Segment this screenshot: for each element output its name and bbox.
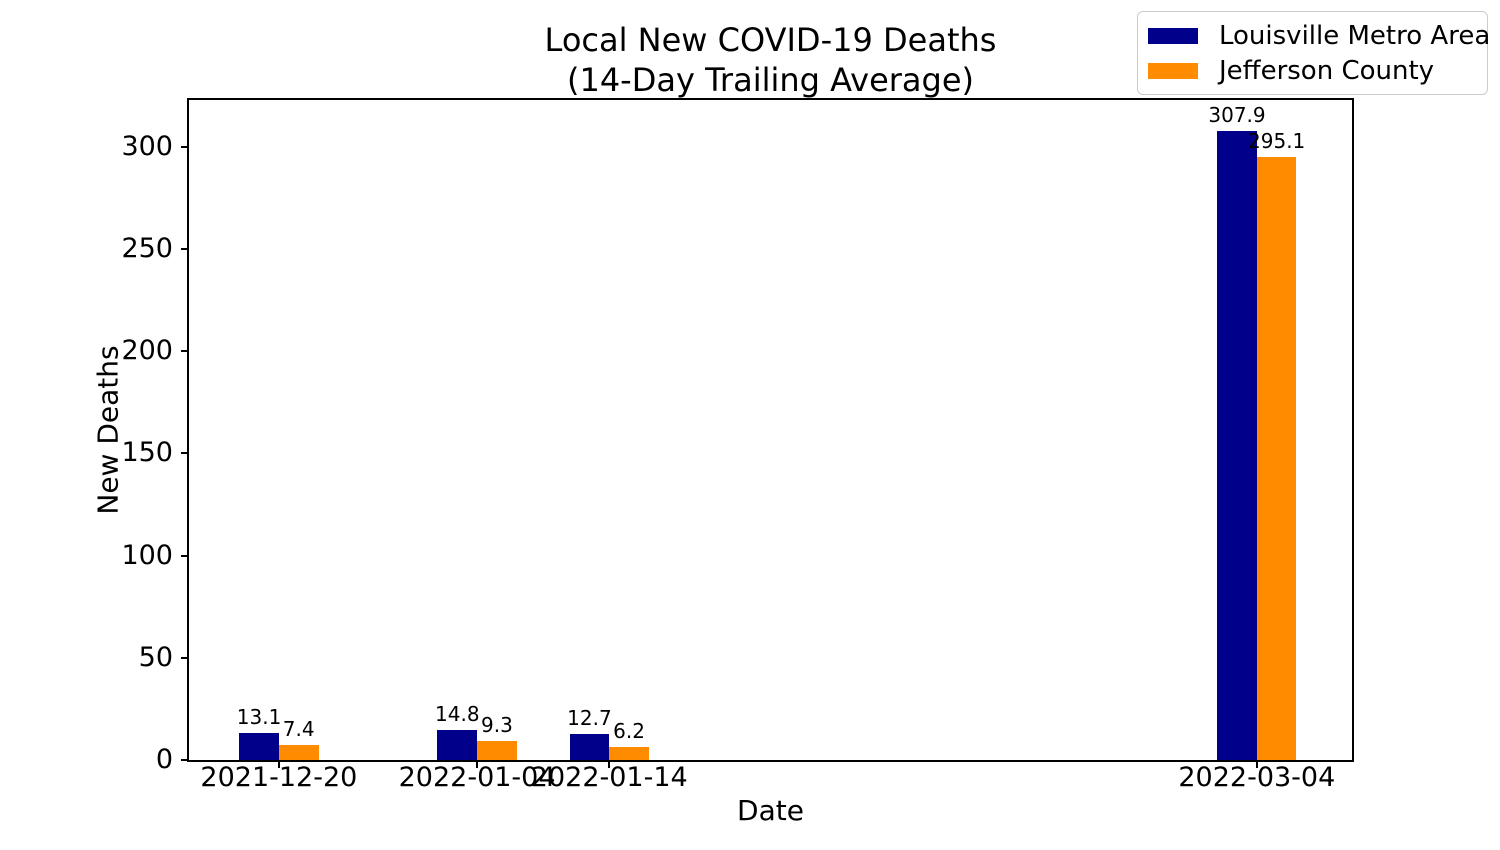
bar <box>1256 157 1297 760</box>
legend-swatch-icon <box>1148 62 1198 79</box>
bar-value-label: 9.3 <box>481 713 513 737</box>
y-tick-label: 0 <box>155 744 173 775</box>
x-tick <box>277 760 280 768</box>
bar-value-label: 7.4 <box>282 716 315 741</box>
x-tick <box>1255 760 1258 768</box>
bar-value-label: 295.1 <box>1248 129 1306 154</box>
y-tick <box>181 248 189 251</box>
y-tick-label: 200 <box>121 335 173 367</box>
bar-value-label: 13.1 <box>236 705 282 730</box>
plot-frame <box>187 98 1354 762</box>
y-tick <box>181 350 189 353</box>
bar-value-label: 6.2 <box>613 719 645 744</box>
legend-label: Louisville Metro Area <box>1219 20 1491 51</box>
legend-row: Louisville Metro Area <box>1146 18 1490 53</box>
y-tick <box>181 656 189 659</box>
bar-value-label: 14.8 <box>435 701 480 726</box>
chart-title-line1: Local New COVID-19 Deaths <box>544 21 997 59</box>
x-tick-label: 2022-03-04 <box>1178 762 1336 793</box>
chart-title-line2: (14-Day Trailing Average) <box>566 61 975 99</box>
y-tick-label: 150 <box>121 437 173 469</box>
bar <box>278 744 319 760</box>
x-tick-label: 2021-12-20 <box>200 762 358 793</box>
chart-title: Local New COVID-19 Deaths (14-Day Traili… <box>189 20 1352 100</box>
y-tick-label: 100 <box>121 539 173 571</box>
legend: Louisville Metro Area Jefferson County <box>1137 11 1490 95</box>
legend-row: Jefferson County <box>1146 53 1479 88</box>
y-axis-label: New Deaths <box>91 345 125 515</box>
bar <box>609 747 649 760</box>
x-tick <box>476 760 479 768</box>
y-tick-label: 300 <box>121 130 173 162</box>
bar <box>477 741 517 760</box>
y-tick <box>181 554 189 557</box>
legend-label: Jefferson County <box>1219 55 1435 86</box>
bar <box>239 733 279 760</box>
bar-value-label: 12.7 <box>567 706 612 731</box>
plot-area: 0 50 100 150 200 250 300 2021-12-20 13.1 7.4 2022-… <box>121 100 1352 793</box>
x-tick-label: 2022-01-04 <box>398 762 556 793</box>
x-axis-label: Date <box>737 794 804 827</box>
x-tick <box>608 760 611 768</box>
bar <box>1217 130 1257 760</box>
bar <box>569 734 610 760</box>
x-tick-label: 2022-01-14 <box>530 762 688 793</box>
bar-value-label: 307.9 <box>1208 102 1266 127</box>
y-tick-label: 250 <box>121 233 173 265</box>
legend-swatch-icon <box>1148 27 1198 44</box>
y-tick-label: 50 <box>138 641 173 673</box>
y-tick <box>181 452 189 455</box>
y-tick <box>181 759 189 761</box>
bar <box>437 729 478 760</box>
y-tick <box>181 145 189 148</box>
